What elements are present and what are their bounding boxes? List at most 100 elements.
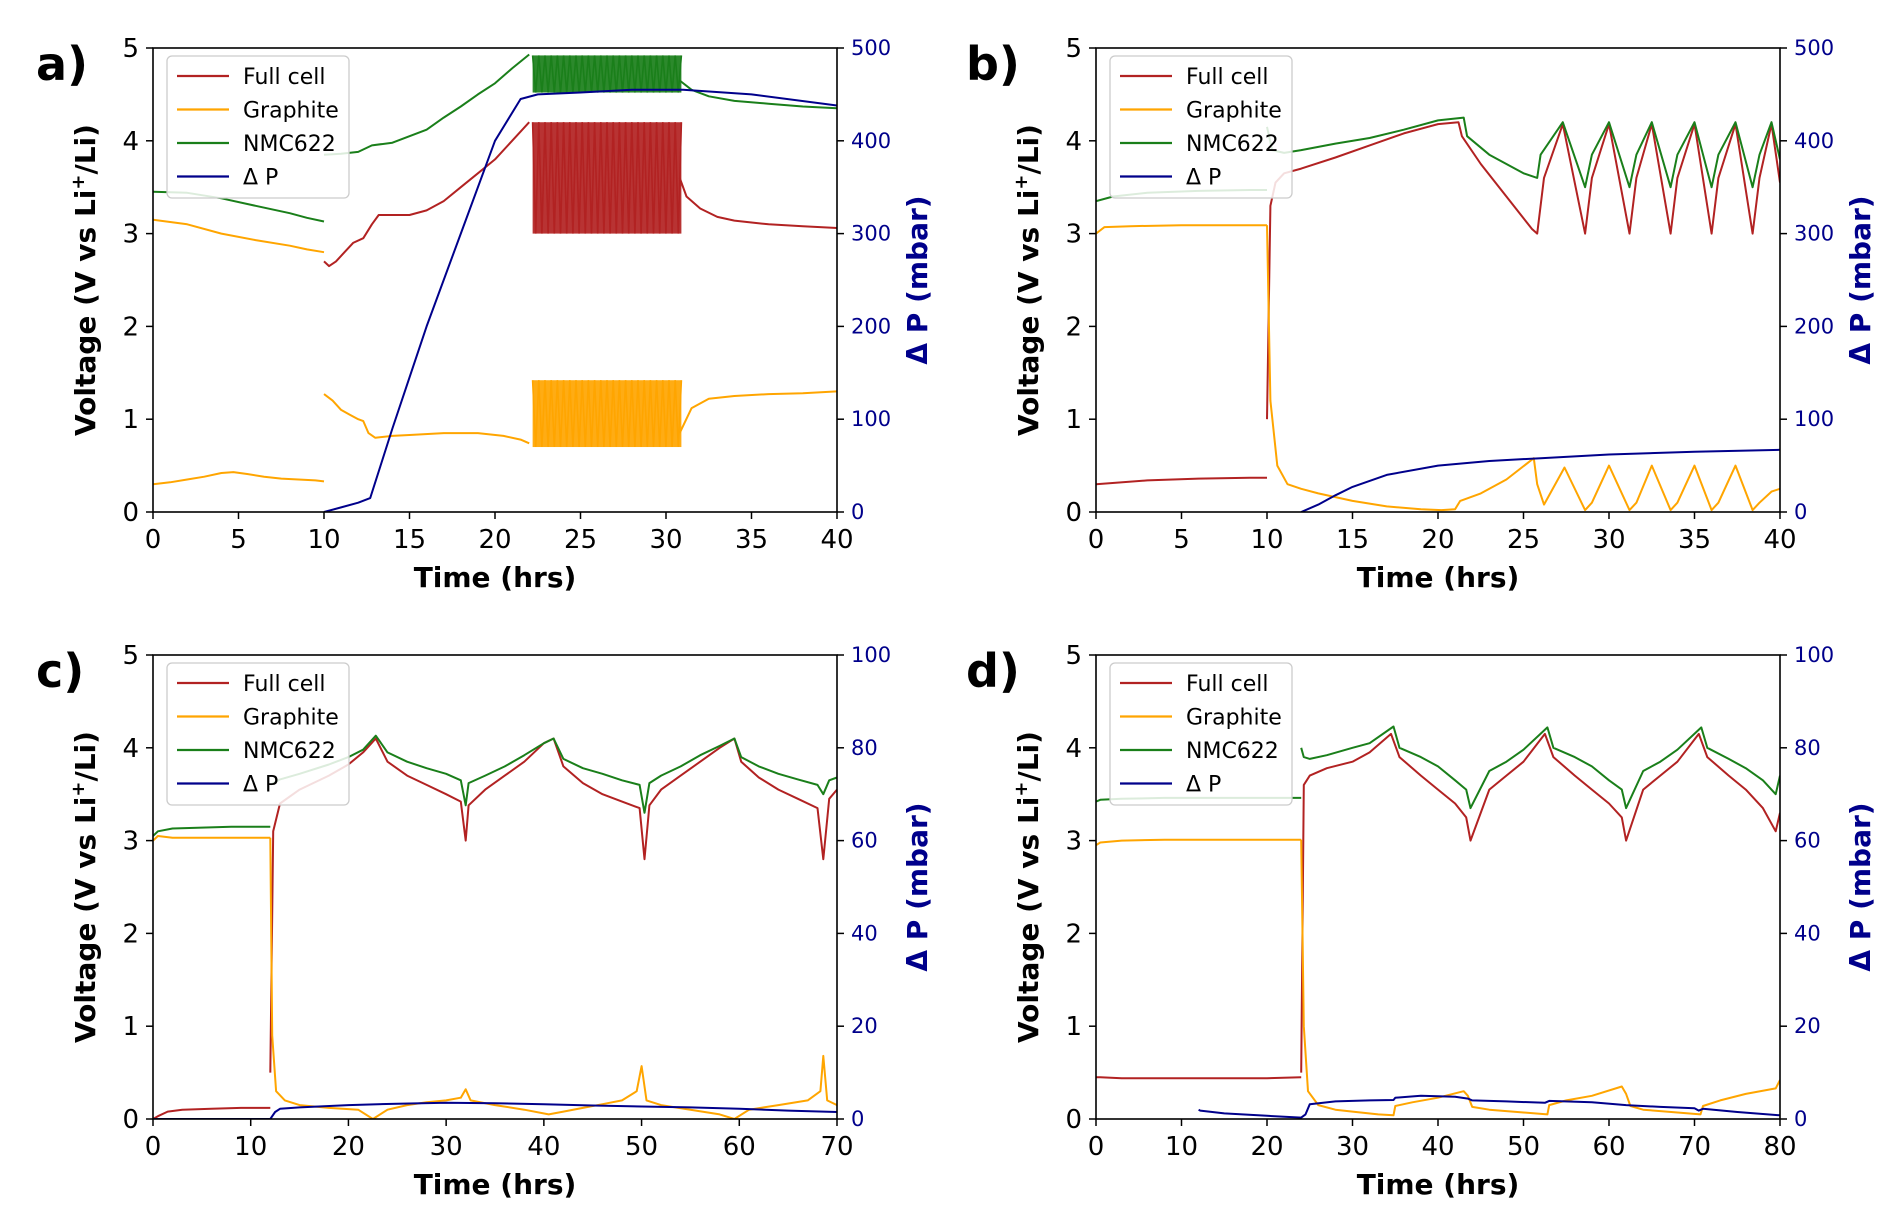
- y-left-tick-label: 0: [122, 498, 139, 528]
- x-tick-label: 70: [1678, 1132, 1711, 1162]
- y-left-tick-label: 5: [122, 641, 139, 671]
- y-right-tick-label: 0: [1794, 500, 1807, 524]
- panel-letter: d): [966, 644, 1020, 698]
- legend-label-p: Δ P: [1186, 773, 1221, 798]
- x-tick-label: 40: [820, 525, 853, 555]
- cycling-trace-nmc622: [531, 55, 683, 93]
- y-right-axis-label: Δ P (mbar): [901, 195, 934, 364]
- y-right-tick-label: 60: [851, 829, 878, 853]
- x-tick-label: 5: [230, 525, 247, 555]
- axes-frame: [152, 654, 838, 1120]
- y-left-label-part: Voltage (V vs Li: [1012, 797, 1045, 1043]
- series-line-full-cell: [269, 737, 837, 1073]
- series-line-full-cell: [1096, 476, 1267, 486]
- y-left-tick-label: 2: [122, 312, 139, 342]
- legend: Full cell Graphite NMC622 Δ P: [1109, 55, 1293, 199]
- y-right-tick-label: 200: [1794, 314, 1834, 338]
- series-line-full-cell: [1266, 121, 1780, 420]
- plot-area: [153, 734, 837, 1119]
- y-left-tick-label: 5: [1065, 34, 1082, 64]
- y-left-label-part: Voltage (V vs Li: [69, 190, 102, 436]
- series-line-graphite: [153, 471, 325, 486]
- x-tick-label: 70: [820, 1132, 853, 1162]
- series-line-graphite: [678, 390, 837, 434]
- y-right-tick-label: 40: [1794, 921, 1821, 945]
- legend-frame: [166, 55, 350, 199]
- x-tick-label: 20: [332, 1132, 365, 1162]
- x-tick-label: 15: [393, 525, 426, 555]
- y-left-tick-label: 4: [1065, 734, 1082, 764]
- y-left-tick-label: 2: [1065, 919, 1082, 949]
- y-left-tick-label: 0: [1065, 1105, 1082, 1135]
- series-line-graphite: [1096, 224, 1267, 235]
- y-right-tick-label: 100: [851, 407, 891, 431]
- y-right-tick-label: 100: [1794, 407, 1834, 431]
- series-line-full-cell: [153, 1106, 271, 1119]
- legend: Full cell Graphite NMC622 Δ P: [166, 55, 350, 199]
- y-left-tick-label: 3: [122, 220, 139, 250]
- y-left-tick-label: 0: [122, 1105, 139, 1135]
- legend-label-graphite: Graphite: [1186, 99, 1282, 124]
- y-left-tick-label: 3: [122, 827, 139, 857]
- series-line-graphite: [153, 218, 325, 254]
- x-tick-label: 0: [1088, 1132, 1105, 1162]
- legend-label-full-cell: Full cell: [243, 672, 325, 697]
- legend: Full cell Graphite NMC622 Δ P: [1109, 662, 1293, 806]
- y-right-tick-label: 500: [851, 36, 891, 60]
- y-left-label-superscript: +: [1011, 175, 1032, 190]
- y-left-tick-label: 0: [1065, 498, 1082, 528]
- x-tick-label: 10: [1250, 525, 1283, 555]
- y-left-tick-label: 1: [1065, 1012, 1082, 1042]
- x-tick-label: 0: [145, 525, 162, 555]
- panel-letter: b): [966, 37, 1020, 91]
- y-right-tick-label: 80: [1794, 736, 1821, 760]
- y-left-tick-label: 4: [122, 127, 139, 157]
- legend-label-nmc622: NMC622: [243, 739, 336, 764]
- series-line-p: [153, 1101, 837, 1119]
- series-line-p: [1300, 448, 1780, 512]
- y-left-axis-label: Voltage (V vs Li+/Li): [68, 731, 102, 1043]
- series-line-nmc622: [1300, 725, 1780, 810]
- y-right-tick-label: 0: [851, 1107, 864, 1131]
- legend-label-full-cell: Full cell: [1186, 672, 1268, 697]
- y-left-tick-label: 2: [1065, 312, 1082, 342]
- y-left-tick-label: 5: [1065, 641, 1082, 671]
- series-line-graphite: [1266, 225, 1780, 512]
- x-tick-label: 10: [234, 1132, 267, 1162]
- y-left-tick-label: 3: [1065, 827, 1082, 857]
- x-tick-label: 60: [1592, 1132, 1625, 1162]
- legend-label-nmc622: NMC622: [1186, 739, 1279, 764]
- series-line-graphite: [323, 393, 530, 445]
- y-left-label-superscript: +: [68, 175, 89, 190]
- legend-label-graphite: Graphite: [243, 99, 339, 124]
- series-line-nmc622: [269, 734, 837, 814]
- plot-area: [153, 53, 837, 512]
- x-tick-label: 30: [1592, 525, 1625, 555]
- y-left-label-part: /Li): [1012, 731, 1045, 781]
- y-right-tick-label: 300: [851, 222, 891, 246]
- x-tick-label: 40: [527, 1132, 560, 1162]
- legend-frame: [166, 662, 350, 806]
- series-line-full-cell: [1096, 1076, 1302, 1080]
- legend-label-p: Δ P: [243, 773, 278, 798]
- y-left-tick-label: 5: [122, 34, 139, 64]
- y-left-label-part: Voltage (V vs Li: [1012, 190, 1045, 436]
- series-line-p: [323, 88, 837, 512]
- cycling-trace-full-cell: [531, 122, 683, 234]
- y-left-axis-label: Voltage (V vs Li+/Li): [1011, 731, 1045, 1043]
- y-right-axis-label: Δ P (mbar): [1844, 802, 1877, 971]
- y-right-tick-label: 500: [1794, 36, 1834, 60]
- y-left-label-part: /Li): [69, 731, 102, 781]
- panel-a: a)0 5 10 15 20 25 30 35 400123450100200300400500…: [36, 34, 934, 594]
- series-line-p: [1198, 1094, 1780, 1119]
- y-right-tick-label: 100: [851, 643, 891, 667]
- y-right-tick-label: 100: [1794, 643, 1834, 667]
- series-line-full-cell: [1300, 732, 1780, 1073]
- y-left-tick-label: 2: [122, 919, 139, 949]
- legend-label-p: Δ P: [1186, 166, 1221, 191]
- y-left-tick-label: 1: [122, 405, 139, 435]
- y-right-axis-label: Δ P (mbar): [901, 802, 934, 971]
- x-tick-label: 30: [1336, 1132, 1369, 1162]
- x-tick-label: 30: [649, 525, 682, 555]
